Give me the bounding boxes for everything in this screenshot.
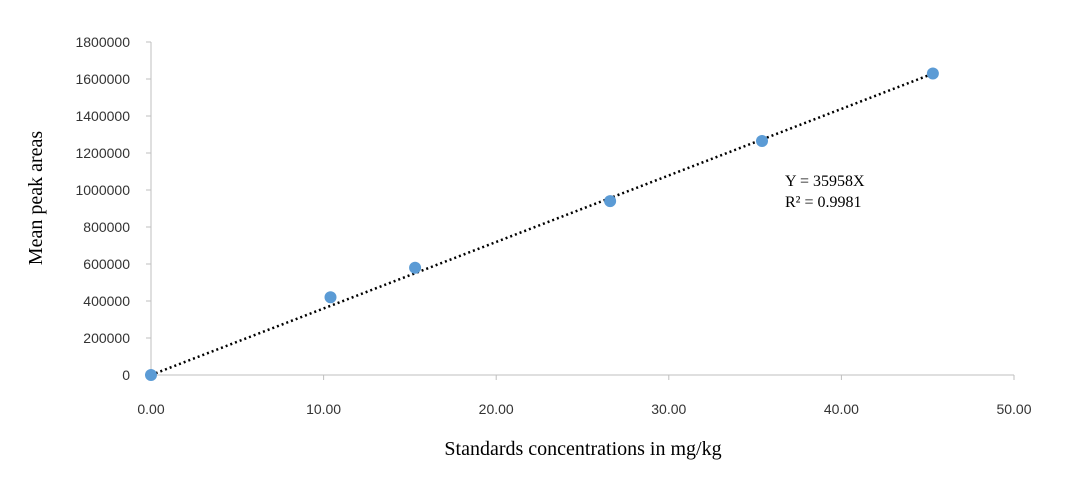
y-tick-label: 1800000 bbox=[75, 34, 130, 50]
y-tick-label: 200000 bbox=[83, 330, 130, 346]
x-tick-label: 0.00 bbox=[137, 401, 164, 417]
data-point bbox=[604, 195, 617, 208]
data-point bbox=[324, 291, 337, 304]
data-points bbox=[145, 67, 939, 381]
trendline-r-squared: R² = 0.9981 bbox=[785, 194, 862, 211]
y-axis-title: Mean peak areas bbox=[25, 131, 47, 266]
y-axis-ticks: 0 200000 400000 600000 800000 1000000 1200000 1… bbox=[75, 34, 151, 383]
x-tick-label: 10.00 bbox=[306, 401, 341, 417]
x-tick-label: 50.00 bbox=[996, 401, 1031, 417]
y-tick-label: 1400000 bbox=[75, 108, 130, 124]
data-point bbox=[926, 67, 939, 80]
axes bbox=[150, 42, 1014, 376]
x-axis-ticks: 0.00 10.00 20.00 30.00 40.00 50.00 bbox=[137, 375, 1032, 417]
x-tick-label: 40.00 bbox=[824, 401, 859, 417]
y-tick-label: 400000 bbox=[83, 293, 130, 309]
y-tick-label: 1600000 bbox=[75, 71, 130, 87]
y-tick-label: 600000 bbox=[83, 256, 130, 272]
data-point bbox=[145, 369, 157, 381]
y-tick-label: 800000 bbox=[83, 219, 130, 235]
x-axis-title: Standards concentrations in mg/kg bbox=[444, 438, 721, 460]
data-point bbox=[409, 261, 422, 274]
x-tick-label: 30.00 bbox=[651, 401, 686, 417]
trendline-equation: Y = 35958X bbox=[785, 173, 865, 190]
linear-trendline bbox=[150, 72, 934, 377]
y-tick-label: 0 bbox=[122, 367, 130, 383]
y-tick-label: 1000000 bbox=[75, 182, 130, 198]
data-point bbox=[756, 134, 769, 147]
trendline-group bbox=[150, 72, 934, 377]
y-tick-label: 1200000 bbox=[75, 145, 130, 161]
x-tick-label: 20.00 bbox=[479, 401, 514, 417]
